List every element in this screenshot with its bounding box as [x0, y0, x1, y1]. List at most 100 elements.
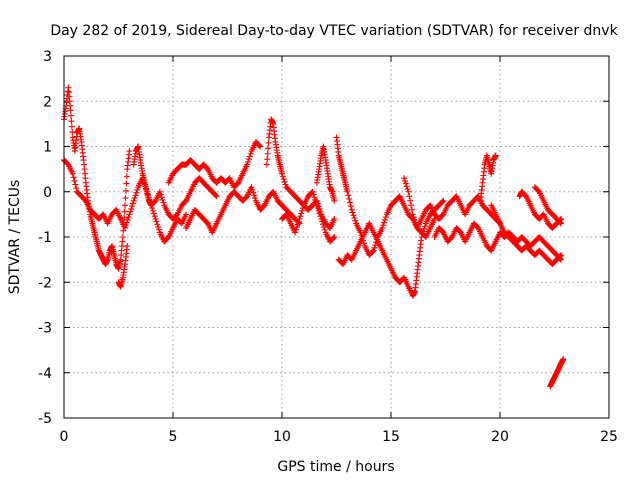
y-tick-label: -4 — [38, 366, 52, 382]
data-point — [492, 152, 499, 159]
series-track-4 — [130, 143, 220, 222]
data-point — [418, 234, 425, 240]
data-point-interp — [281, 178, 288, 185]
data-point-interp — [153, 218, 160, 225]
data-point — [292, 229, 299, 236]
y-axis-label: SDTVAR / TECUs — [7, 180, 23, 295]
data-point-interp — [349, 209, 356, 216]
data-point-interp — [347, 203, 354, 210]
data-point-interp — [321, 226, 328, 233]
x-tick-label: 0 — [60, 429, 69, 445]
data-point-interp — [129, 200, 136, 207]
series-track-16 — [497, 229, 565, 263]
data-point-interp — [73, 185, 80, 192]
data-point-interp — [350, 212, 357, 219]
y-tick-label: 0 — [43, 185, 52, 201]
data-point-interp — [408, 206, 415, 213]
data-point-interp — [256, 142, 263, 149]
y-tick-label: -3 — [38, 321, 52, 337]
data-point — [344, 188, 351, 195]
data-point — [405, 188, 412, 195]
data-point-interp — [157, 191, 164, 198]
data-point-interp — [72, 181, 79, 188]
y-tick-label: 2 — [43, 94, 52, 110]
data-point — [124, 243, 131, 250]
data-point-interp — [319, 221, 326, 228]
data-point-interp — [410, 214, 417, 221]
y-tick-label: 1 — [43, 140, 52, 156]
data-point — [67, 107, 74, 114]
data-point-interp — [346, 195, 353, 202]
data-point — [409, 211, 416, 218]
series-track-8 — [279, 188, 338, 245]
data-point-interp — [293, 224, 300, 231]
data-point — [213, 193, 220, 200]
series-track-14 — [477, 152, 499, 204]
data-point-interp — [121, 214, 128, 221]
data-point — [257, 143, 264, 150]
data-point-interp — [134, 186, 141, 193]
data-point-interp — [69, 129, 76, 136]
data-point-interp — [156, 226, 163, 233]
x-tick-label: 15 — [382, 429, 400, 445]
data-point-interp — [246, 153, 253, 160]
data-point-interp — [123, 173, 130, 180]
data-point-interp — [347, 199, 354, 206]
y-tick-label: -1 — [38, 230, 52, 246]
series-track-18 — [531, 184, 565, 227]
x-tick-label: 10 — [273, 429, 291, 445]
data-point-interp — [154, 221, 161, 228]
data-point-interp — [352, 217, 359, 224]
x-axis-label: GPS time / hours — [277, 459, 394, 475]
series-track-11 — [335, 197, 447, 299]
data-point — [313, 202, 320, 209]
data-point-interp — [310, 191, 317, 198]
data-point — [248, 184, 255, 191]
data-point-interp — [280, 176, 287, 183]
data-point-interp — [71, 177, 78, 184]
chart-title: Day 282 of 2019, Sidereal Day-to-day VTE… — [50, 23, 618, 39]
data-point-interp — [381, 219, 388, 226]
data-point-interp — [251, 195, 258, 202]
data-point — [244, 161, 251, 168]
data-point-interp — [298, 210, 305, 217]
data-point-interp — [317, 213, 324, 220]
data-point-interp — [369, 248, 376, 255]
data-point-interp — [155, 224, 162, 231]
data-point — [318, 215, 325, 222]
data-point-interp — [282, 181, 289, 188]
data-point-interp — [122, 187, 129, 194]
axis-tick-labels: 0 5 10 15 20 25 -5 -4 -3 -2 -1 0 1 2 3 — [38, 49, 618, 445]
x-tick-label: 5 — [169, 429, 178, 445]
data-point-interp — [299, 207, 306, 214]
data-point-interp — [411, 216, 418, 223]
series-track-3 — [115, 243, 131, 290]
data-point-interp — [249, 186, 256, 193]
data-point — [379, 224, 386, 231]
data-point — [279, 170, 285, 177]
data-point-interp — [313, 199, 320, 206]
data-point — [309, 188, 316, 195]
data-point — [119, 234, 126, 240]
data-point-interp — [330, 234, 337, 241]
data-point-interp — [159, 196, 166, 203]
series-track-19 — [547, 356, 567, 390]
data-point-interp — [297, 213, 304, 220]
data-point-interp — [557, 255, 564, 262]
data-point-interp — [250, 189, 257, 196]
data-point-interp — [419, 231, 426, 238]
data-point — [263, 161, 270, 168]
data-point-interp — [123, 180, 130, 187]
data-point — [440, 197, 447, 204]
data-point-interp — [265, 139, 272, 146]
data-point-interp — [294, 221, 301, 228]
data-point-interp — [381, 216, 388, 223]
data-point — [122, 202, 129, 209]
data-point-interp — [133, 189, 140, 196]
data-point-interp — [299, 205, 306, 212]
data-point-interp — [420, 228, 427, 235]
data-point-interp — [401, 177, 408, 184]
data-point-interp — [264, 150, 271, 157]
data-point — [331, 215, 338, 222]
